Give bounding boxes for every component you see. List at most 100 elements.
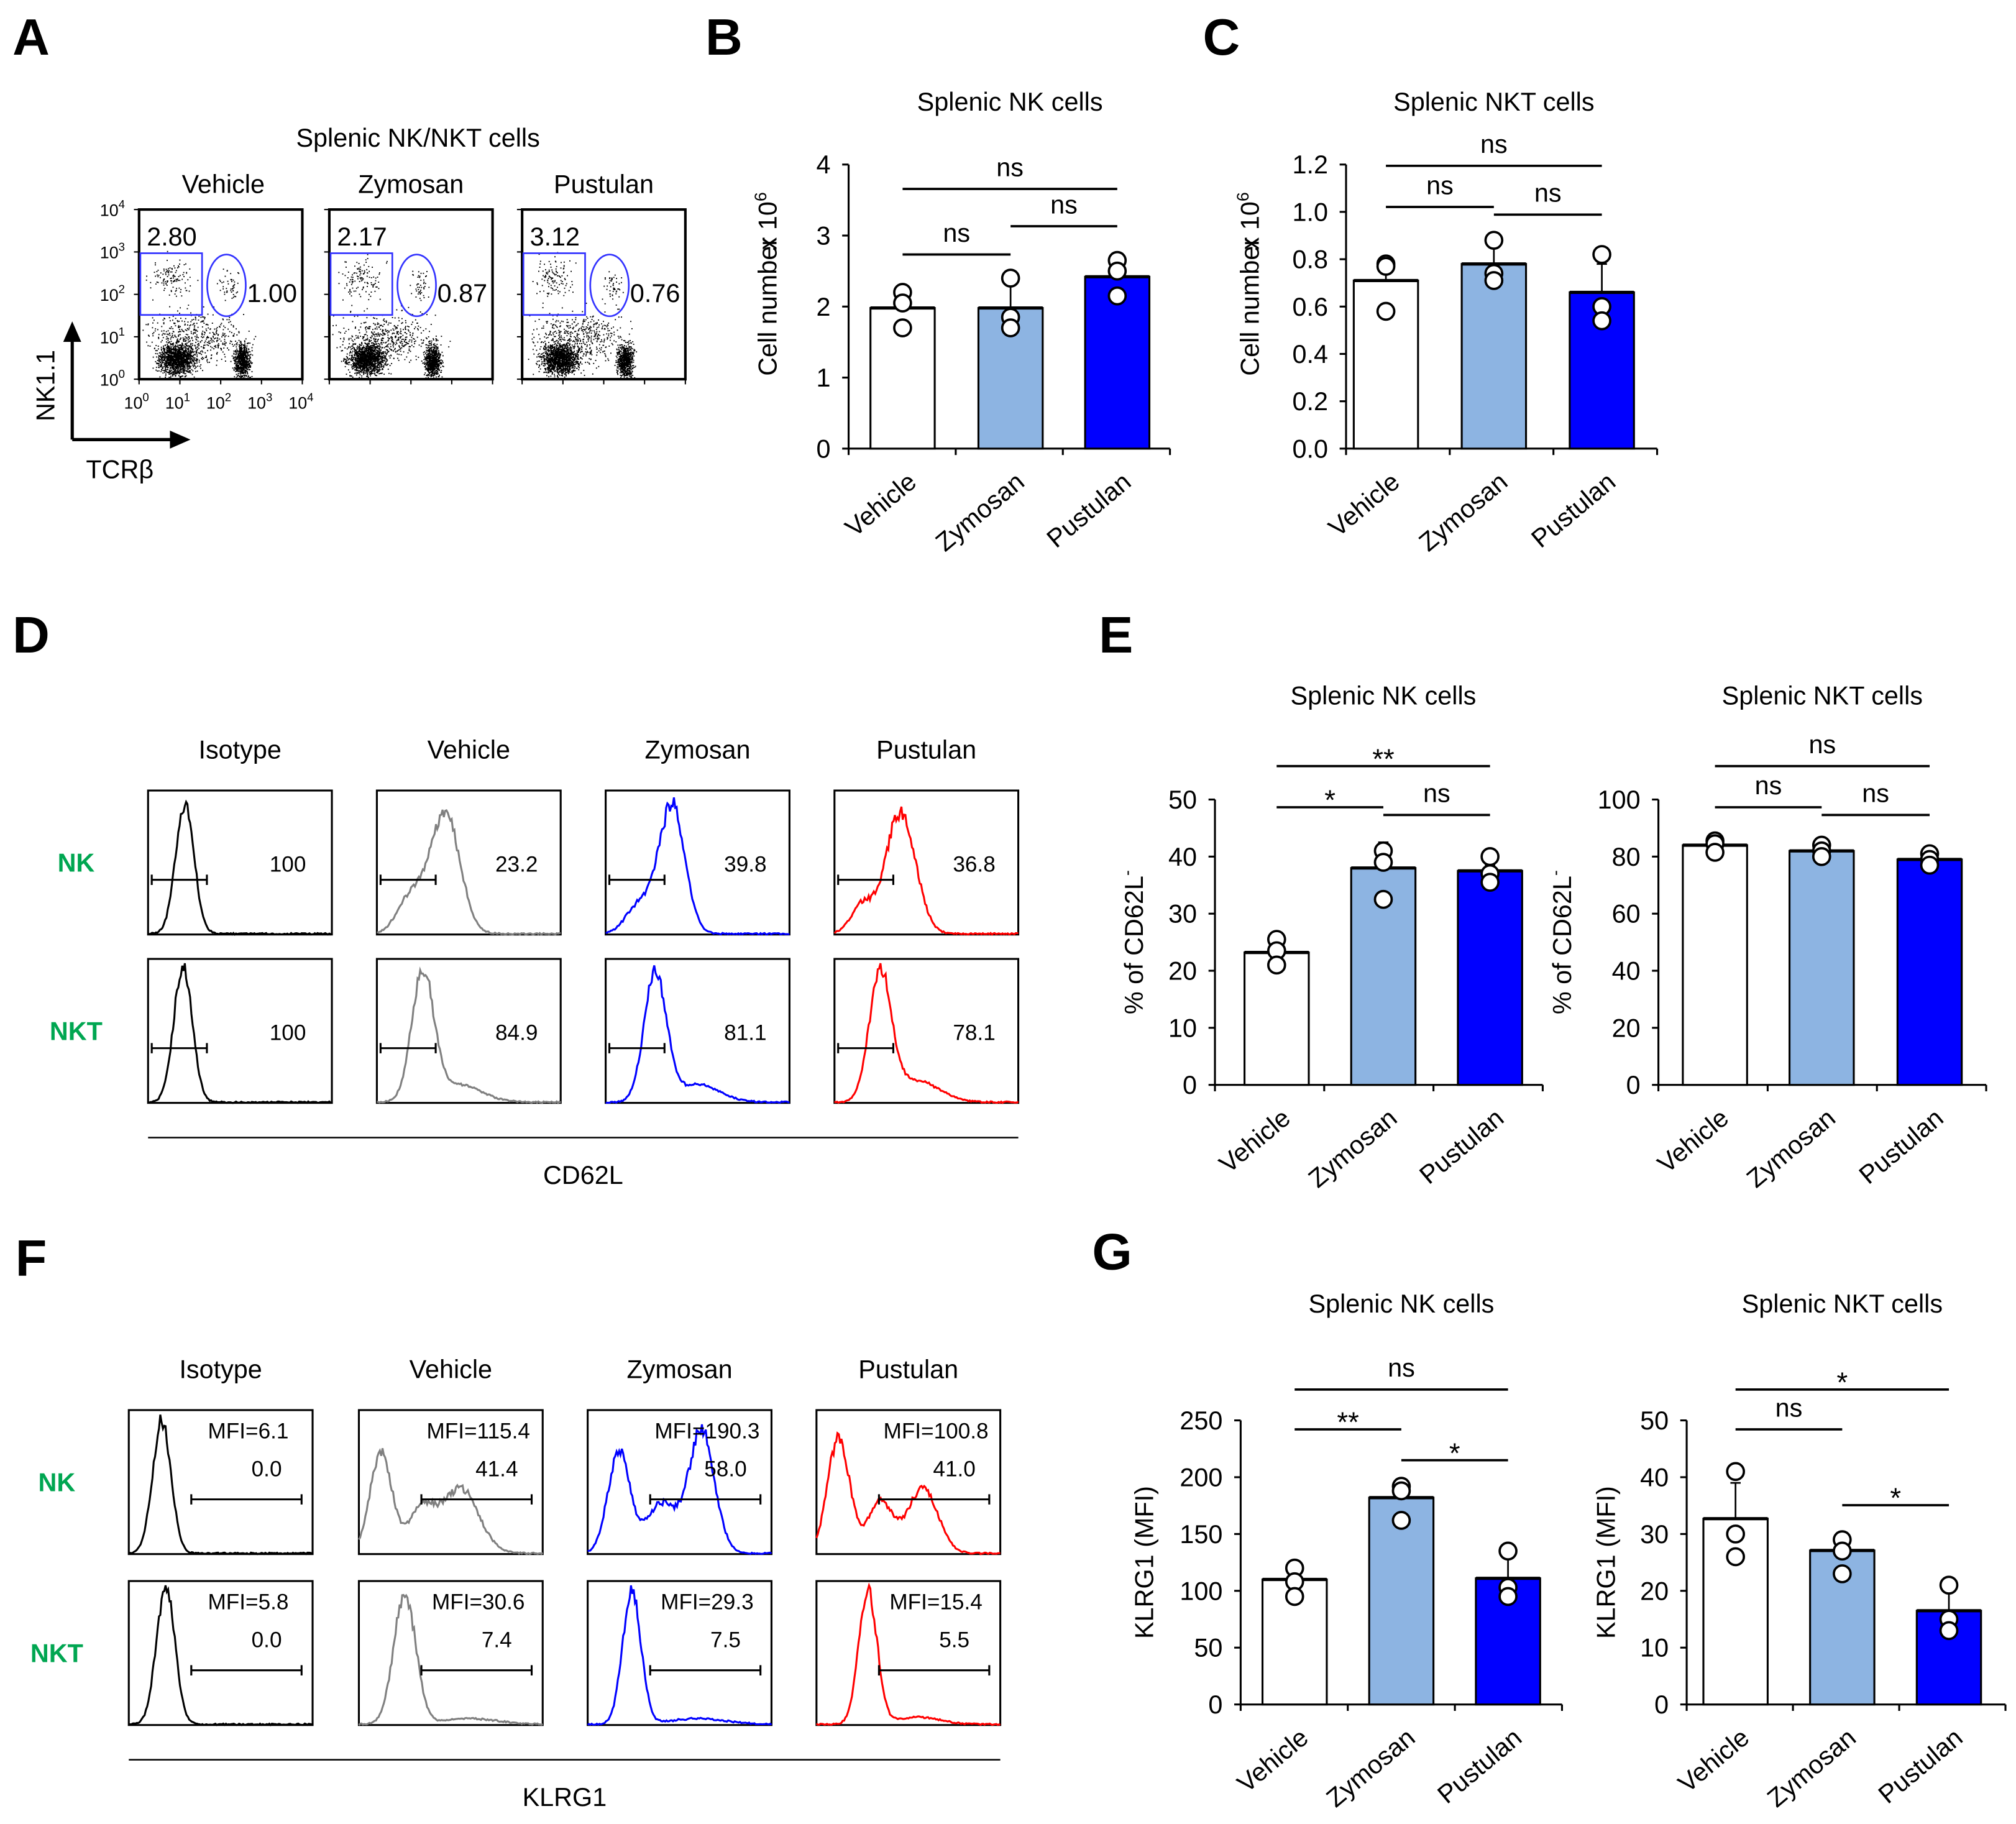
data-point [1833, 1541, 1852, 1561]
category-label: Vehicle [1673, 1723, 1755, 1798]
y-tick-label: 104 [100, 198, 125, 219]
chart-title: Splenic NKT cells [1722, 681, 1923, 710]
gate-percentage: 100 [270, 852, 306, 876]
data-point [1267, 955, 1286, 975]
bar-chart-G1: Splenic NK cells 0 50 100 150 200 250 KLRG1 (MF… [1130, 1290, 1564, 1813]
gate-marker [420, 1494, 533, 1505]
flow-plot-zymosan: Zymosan 2.17 0.87 [324, 170, 494, 385]
significance-label: ns [1775, 1393, 1803, 1422]
column-label-isotype: Isotype [198, 735, 281, 764]
data-point [1726, 1462, 1745, 1482]
data-point [1939, 1621, 1959, 1641]
panel-d: Isotype Vehicle Zymosan Pustulan NK 100 23.2 39… [50, 735, 1020, 1189]
nkt-percentage: 0.76 [630, 279, 680, 308]
data-point [1391, 1511, 1411, 1530]
y-tick-label: 100 [1598, 786, 1641, 814]
histogram-curve [833, 963, 1019, 1104]
category-label: Pustulan [1414, 1103, 1509, 1189]
panel-a-title: Splenic NK/NKT cells [296, 124, 539, 152]
data-point [1498, 1541, 1518, 1561]
histogram-curve [358, 1593, 543, 1726]
data-point [1373, 853, 1393, 872]
plot-frame [147, 789, 333, 936]
gate-marker [420, 1665, 533, 1675]
y-tick-label: 1 [817, 364, 831, 392]
chart-title: Splenic NKT cells [1742, 1290, 1943, 1318]
y-axis-label: % of CD62L- [1118, 870, 1149, 1014]
bar-chart-E1: Splenic NK cells 0 10 20 30 40 50 % of CD62L- Ve… [1118, 681, 1544, 1193]
data-point [1592, 245, 1611, 264]
column-label-pustulan: Pustulan [876, 735, 976, 764]
mfi-value: MFI=100.8 [884, 1419, 989, 1443]
histogram-nkt-pustulan: 78.1 [833, 958, 1020, 1104]
y-tick-label: 30 [1168, 900, 1197, 928]
histogram-curve [147, 799, 332, 936]
y-axis-label: KLRG1 (MFI) [1130, 1486, 1159, 1639]
x-tick-label: 102 [206, 390, 231, 412]
y-axis-label: Cell number [754, 237, 782, 376]
category-label: Pustulan [1873, 1723, 1968, 1809]
plot-frame [357, 1580, 544, 1726]
plot-frame [815, 1409, 1002, 1556]
row-label-nkt: NKT [50, 1017, 103, 1045]
bar-chart-C: Splenic NKT cells 0.0 0.2 0.4 0.6 0.8 1.0 1.2 Ce… [1234, 88, 1659, 557]
data-point [1812, 847, 1831, 866]
histogram-nk-isotype: MFI=6.1 0.0 [127, 1409, 314, 1556]
data-point [1376, 301, 1396, 321]
mfi-value: MFI=6.1 [208, 1419, 289, 1443]
y-tick-label: 50 [1168, 786, 1197, 814]
data-point [1592, 311, 1611, 331]
gate-marker [379, 874, 437, 885]
significance-label: ns [943, 219, 970, 247]
y-tick-label: 100 [100, 367, 125, 389]
histogram-curve [129, 1585, 313, 1726]
gate-percentage: 41.0 [933, 1457, 975, 1482]
bar-vehicle [1244, 951, 1310, 1086]
histogram-curve [605, 797, 790, 936]
bar-zymosan [1460, 263, 1528, 450]
histogram-curve [377, 966, 562, 1104]
histogram-curve [815, 1431, 1001, 1556]
histogram-curve [587, 1585, 772, 1726]
category-label: Zymosan [1321, 1723, 1421, 1813]
y-tick-label: 0.0 [1293, 434, 1329, 463]
histogram-nkt-isotype: 100 [147, 958, 333, 1104]
y-tick-label: 0.8 [1293, 245, 1329, 274]
histogram-curve [587, 1424, 772, 1556]
gate-percentage: 0.0 [252, 1457, 282, 1482]
bar-zymosan [1368, 1496, 1435, 1706]
category-label: Zymosan [1303, 1103, 1403, 1193]
histogram-nk-zymosan: 39.8 [605, 789, 790, 936]
bar-zymosan [977, 307, 1044, 450]
gate-percentage: 39.8 [724, 852, 766, 876]
y-tick-label: 101 [100, 325, 125, 347]
significance-label: ns [1480, 130, 1508, 158]
significance-label: ns [1423, 779, 1450, 808]
y-tick-label: 250 [1180, 1406, 1222, 1435]
data-point [1391, 1481, 1411, 1501]
column-label-isotype: Isotype [179, 1355, 262, 1383]
significance-label: ns [996, 153, 1024, 181]
gate-marker [379, 1043, 437, 1053]
data-point [1484, 271, 1504, 290]
plot-frame [815, 1580, 1002, 1726]
column-label-vehicle: Vehicle [428, 735, 510, 764]
y-tick-label: 40 [1168, 843, 1197, 871]
histogram-nk-vehicle: 23.2 [375, 789, 562, 936]
gate-percentage: 81.1 [724, 1020, 766, 1045]
y-tick-label: 20 [1640, 1577, 1669, 1605]
chart-title: Splenic NK cells [917, 88, 1103, 116]
significance-label: * [1837, 1367, 1848, 1398]
y-tick-label: 10 [1168, 1014, 1197, 1042]
group-label: Pustulan [554, 170, 654, 198]
data-point [1705, 843, 1725, 862]
nkt-gate [396, 254, 437, 318]
y-tick-label: 2 [817, 293, 831, 321]
y-tick-label: 0 [1208, 1690, 1222, 1719]
y-tick-label: 0 [1626, 1071, 1641, 1099]
category-label: Pustulan [1526, 467, 1621, 553]
histogram-nkt-vehicle: MFI=30.6 7.4 [357, 1580, 544, 1726]
error-bar [1730, 1482, 1741, 1519]
significance-label: ns [1755, 771, 1782, 800]
